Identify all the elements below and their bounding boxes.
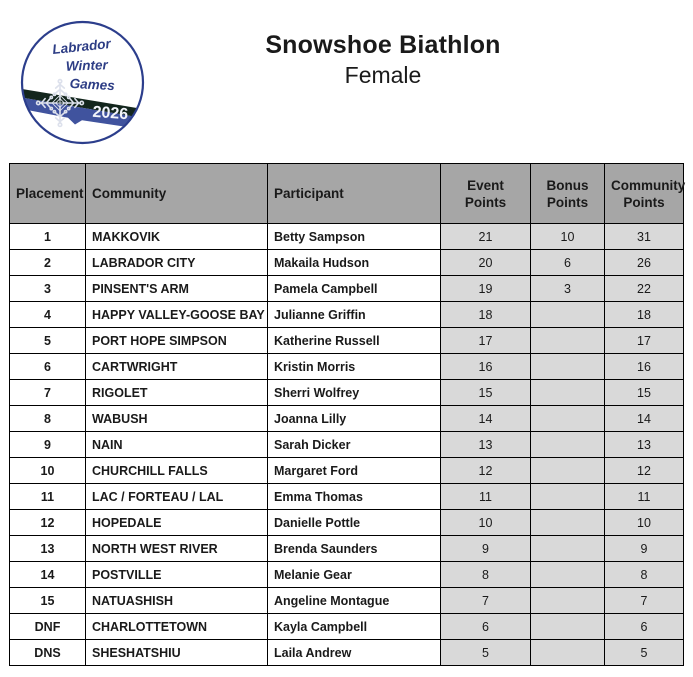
svg-text:Winter: Winter [66,57,109,73]
svg-text:Games: Games [69,76,115,93]
svg-text:2026: 2026 [92,104,129,123]
